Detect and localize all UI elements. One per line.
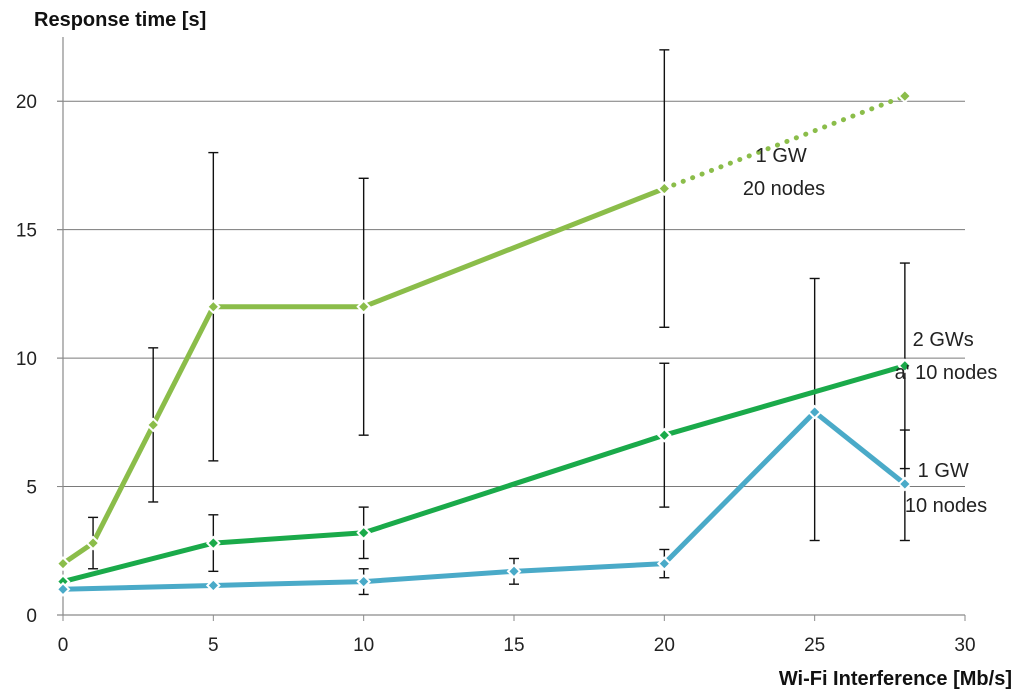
series-0-segment bbox=[90, 423, 156, 545]
y-axis-title: Response time [s] bbox=[34, 9, 206, 31]
annotation-line: 1 GW bbox=[756, 145, 807, 167]
error-bars bbox=[88, 49, 910, 596]
y-tick-label: 5 bbox=[26, 478, 37, 499]
data-points bbox=[55, 88, 913, 597]
series-1-point bbox=[897, 358, 913, 374]
series-2-segment bbox=[363, 568, 515, 585]
series-2-point bbox=[55, 581, 71, 597]
annotation-2gws-10nodes: 2 GWs a' 10 nodes bbox=[895, 329, 998, 384]
annotation-line: 10 nodes bbox=[905, 495, 987, 517]
x-tick-label: 30 bbox=[954, 635, 975, 656]
series-2-point bbox=[506, 563, 522, 579]
series-1-segment bbox=[213, 530, 364, 546]
series-0-point bbox=[356, 299, 372, 315]
series-0-point bbox=[897, 88, 913, 104]
annotation-line: 2 GWs bbox=[913, 329, 974, 351]
series-2-point bbox=[656, 556, 672, 572]
series-0-point bbox=[205, 299, 221, 315]
series-2-segment bbox=[213, 579, 364, 588]
annotation-1gw-20nodes: 1 GW 20 nodes bbox=[743, 145, 825, 200]
series-2-segment bbox=[513, 561, 665, 574]
tick-labels: 0 5 10 15 20 25 30 0 5 10 15 20 bbox=[16, 92, 976, 656]
series-0-segment bbox=[61, 541, 95, 566]
series-2-segment bbox=[662, 410, 817, 566]
series-2-point bbox=[807, 404, 823, 420]
series-1-point bbox=[656, 427, 672, 443]
series-0-segment bbox=[150, 305, 216, 427]
series-lines bbox=[61, 93, 908, 592]
x-tick-label: 20 bbox=[654, 635, 675, 656]
x-tick-label: 25 bbox=[804, 635, 825, 656]
y-tick-label: 10 bbox=[16, 349, 37, 370]
y-tick-label: 0 bbox=[26, 606, 37, 627]
series-2-point bbox=[356, 574, 372, 590]
series-0-segment bbox=[362, 186, 666, 310]
y-tick-label: 15 bbox=[16, 221, 37, 242]
series-0-point bbox=[55, 556, 71, 572]
axes bbox=[57, 37, 966, 621]
series-2-point bbox=[897, 476, 913, 492]
series-0-point bbox=[85, 535, 101, 551]
annotation-line: 1 GW bbox=[918, 460, 969, 482]
series-2-segment bbox=[813, 410, 907, 486]
series-2-point bbox=[205, 578, 221, 593]
series-2-segment bbox=[62, 582, 214, 592]
series-1-point bbox=[205, 535, 221, 551]
series-1-segment bbox=[62, 540, 214, 585]
series-0-segment bbox=[661, 93, 908, 192]
x-tick-label: 5 bbox=[208, 635, 219, 656]
series-1-segment bbox=[362, 432, 666, 536]
y-tick-label: 20 bbox=[16, 92, 37, 113]
x-tick-label: 15 bbox=[503, 635, 524, 656]
gridlines bbox=[57, 100, 965, 488]
annotation-line: a' 10 nodes bbox=[895, 362, 998, 384]
x-tick-label: 10 bbox=[353, 635, 374, 656]
x-tick-label: 0 bbox=[58, 635, 69, 656]
series-0-point bbox=[145, 417, 161, 433]
series-1-segment bbox=[663, 363, 906, 438]
series-0-point bbox=[656, 181, 672, 196]
annotation-line: 20 nodes bbox=[743, 178, 825, 200]
x-axis-title: Wi-Fi Interference [Mb/s] bbox=[779, 668, 1012, 690]
annotation-1gw-10nodes: 1 GW 10 nodes bbox=[905, 460, 987, 517]
series-1-point bbox=[356, 525, 372, 541]
